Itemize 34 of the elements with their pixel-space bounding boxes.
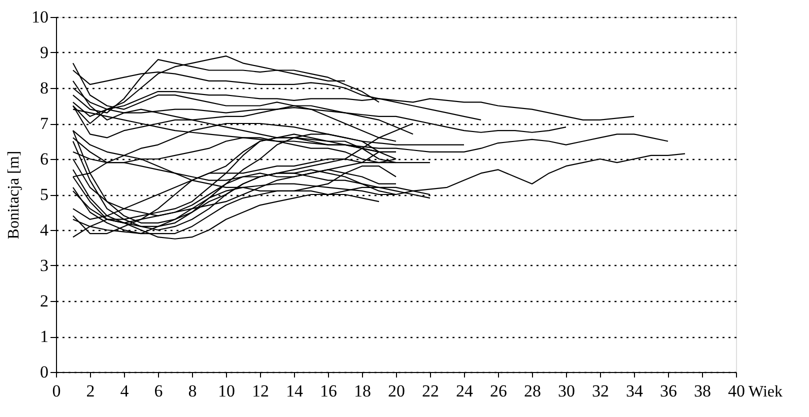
y-tick-label: 6: [40, 150, 48, 168]
x-tick-label: 2: [86, 382, 95, 400]
x-tick-label: 30: [558, 382, 575, 400]
y-tick-label: 8: [40, 78, 48, 98]
x-axis-title: Wiek: [748, 384, 783, 400]
x-tick-label: 26: [490, 382, 507, 400]
x-tick-label: 4: [120, 382, 130, 400]
x-tick-label: 32: [592, 382, 609, 400]
x-tick-label: 34: [626, 382, 644, 400]
x-tick-label: 8: [188, 382, 197, 400]
y-tick-label: 5: [40, 185, 48, 204]
x-tick-label: 38: [694, 382, 711, 400]
x-tick-label: 40: [728, 382, 745, 400]
x-tick-label: 28: [524, 382, 541, 400]
x-tick-label: 22: [422, 382, 439, 400]
y-tick-label: 3: [40, 256, 48, 275]
x-tick-label: 0: [52, 382, 61, 400]
y-tick-label: 0: [40, 362, 48, 382]
x-tick-label: 20: [388, 382, 405, 400]
x-tick-label: 24: [456, 382, 474, 400]
y-tick-label: 10: [32, 8, 48, 26]
y-tick-label: 2: [40, 292, 48, 310]
y-tick-label: 4: [40, 220, 49, 240]
y-axis-title: Bonitacja [m]: [6, 150, 22, 240]
x-tick-label: 18: [354, 382, 371, 400]
y-tick-label: 9: [40, 43, 48, 62]
x-tick-label: 12: [252, 382, 269, 400]
x-tick-label: 14: [286, 382, 304, 400]
x-tick-label: 16: [320, 382, 337, 400]
y-tick-label: 7: [40, 114, 49, 133]
x-tick-label: 6: [154, 382, 163, 400]
x-tick-label: 36: [660, 382, 677, 400]
x-tick-label: 10: [218, 382, 235, 400]
y-tick-label: 1: [40, 327, 48, 346]
